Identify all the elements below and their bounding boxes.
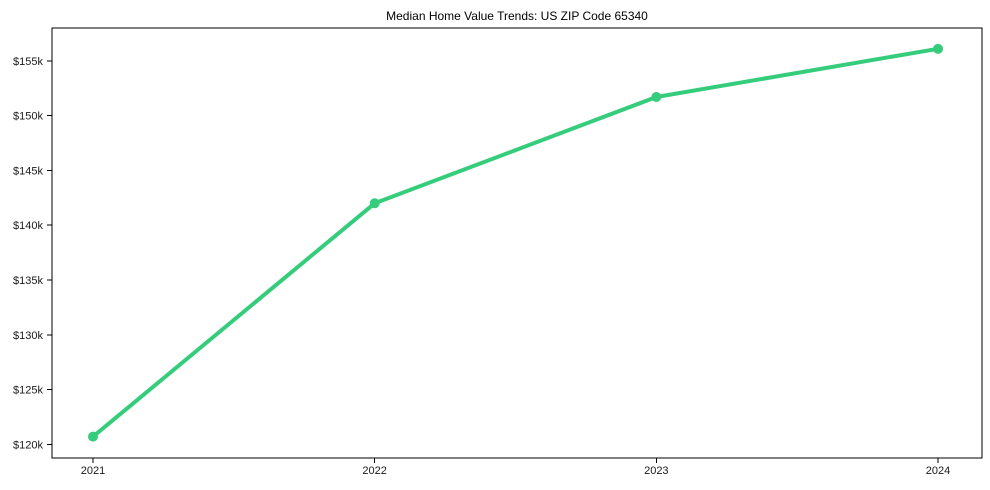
- plot-frame: [51, 27, 983, 459]
- y-tick-label: $140k: [13, 220, 43, 232]
- data-point-2021: [88, 431, 98, 442]
- chart-title: Median Home Value Trends: US ZIP Code 65…: [386, 9, 648, 23]
- y-tick-label: $150k: [13, 111, 43, 123]
- x-tick-label: 2024: [926, 465, 950, 477]
- y-tick-label: $155k: [13, 56, 43, 68]
- trend-line: [91, 46, 940, 439]
- x-tick-label: 2022: [362, 465, 386, 477]
- data-point-2022: [369, 198, 380, 209]
- y-tick-label: $135k: [13, 275, 43, 287]
- y-tick-label: $125k: [13, 385, 43, 397]
- y-tick-label: $130k: [13, 330, 43, 342]
- x-tick-label: 2023: [644, 465, 668, 477]
- y-tick-label: $120k: [13, 439, 43, 451]
- data-point-2024: [933, 43, 943, 54]
- y-tick-label: $145k: [13, 165, 43, 177]
- data-point-2023: [651, 92, 662, 103]
- x-tick-label: 2021: [81, 465, 105, 477]
